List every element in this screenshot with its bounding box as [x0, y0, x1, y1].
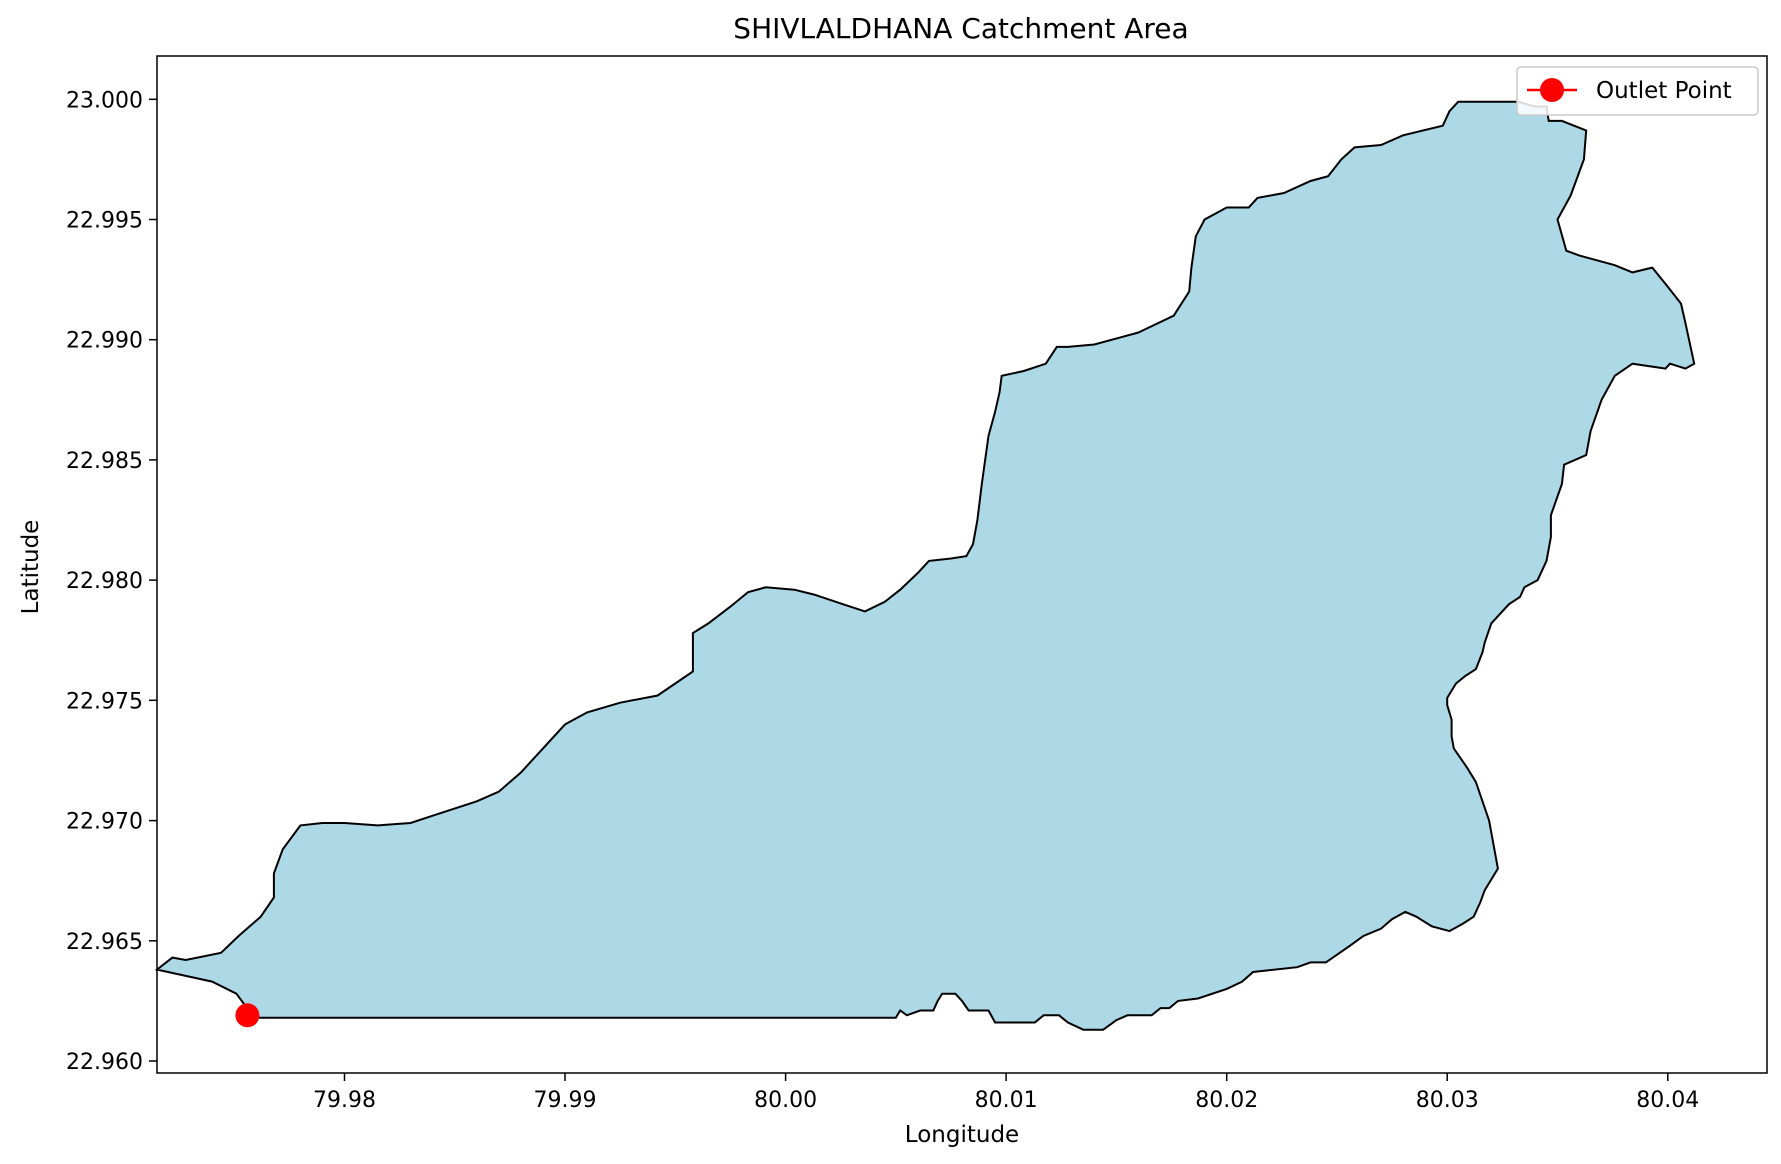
outlet-layer: [235, 1003, 260, 1028]
y-tick-label: 22.980: [66, 569, 143, 594]
x-tick-label: 80.04: [1636, 1088, 1699, 1113]
y-tick-label: 22.975: [66, 689, 143, 714]
legend-marker-icon: [1540, 78, 1564, 102]
y-tick-label: 22.995: [66, 209, 143, 234]
y-axis-ticks: 22.960 22.965 22.970 22.975 22.980 22.985 22.9…: [66, 88, 157, 1075]
x-axis-ticks: 79.98 79.99 80.00 80.01 80.02 80.03 80.04: [313, 1073, 1699, 1113]
legend-label-outlet: Outlet Point: [1596, 78, 1732, 104]
plot-area: [154, 55, 1768, 1074]
y-tick-label: 23.000: [66, 88, 143, 113]
x-tick-label: 80.02: [1195, 1088, 1258, 1113]
x-tick-label: 79.99: [534, 1088, 597, 1113]
y-tick-label: 22.960: [66, 1050, 143, 1075]
y-axis-label: Latitude: [18, 520, 44, 615]
axes-frame: [156, 55, 1768, 1074]
y-tick-label: 22.965: [66, 930, 143, 955]
catchment-layer: [154, 100, 1696, 1031]
chart-title: SHIVLALDHANA Catchment Area: [733, 12, 1188, 45]
x-axis-label: Longitude: [905, 1122, 1019, 1148]
outlet-point-marker[interactable]: [235, 1003, 260, 1028]
x-tick-label: 79.98: [313, 1088, 376, 1113]
catchment-polygon: [154, 100, 1696, 1031]
x-tick-label: 80.00: [754, 1088, 817, 1113]
y-tick-label: 22.970: [66, 810, 143, 835]
legend: Outlet Point: [1516, 66, 1759, 116]
y-tick-label: 22.990: [66, 329, 143, 354]
legend-box: [1516, 66, 1759, 116]
y-tick-label: 22.985: [66, 449, 143, 474]
x-tick-label: 80.03: [1416, 1088, 1479, 1113]
x-tick-label: 80.01: [975, 1088, 1038, 1113]
